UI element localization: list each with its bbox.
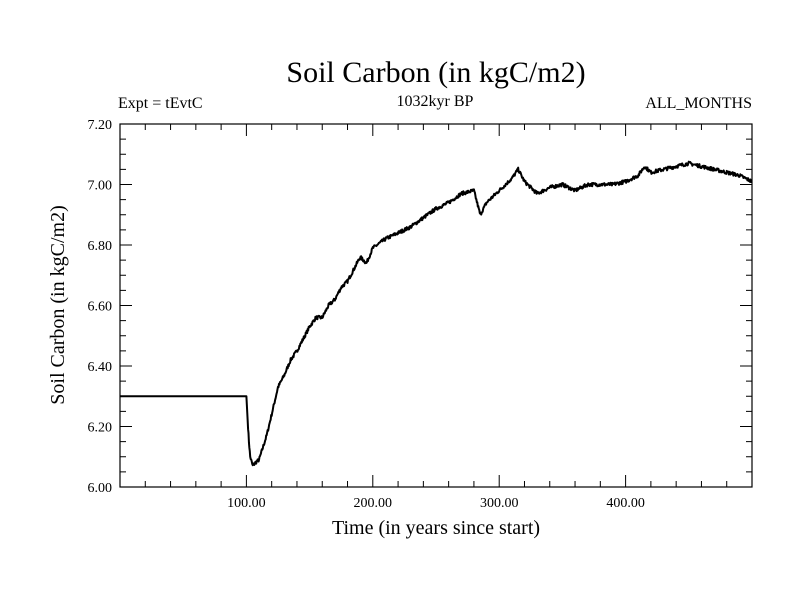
soil-carbon-series-line bbox=[119, 160, 753, 467]
months-label: ALL_MONTHS bbox=[645, 95, 752, 112]
y-axis-label: Soil Carbon (in kgC/m2) bbox=[47, 205, 69, 404]
x-tick-label: 100.00 bbox=[227, 496, 266, 511]
x-tick-label: 300.00 bbox=[480, 496, 519, 511]
y-tick-label: 6.40 bbox=[88, 360, 113, 375]
y-tick-label: 6.20 bbox=[88, 421, 113, 436]
y-tick-label: 7.20 bbox=[88, 118, 113, 133]
x-tick-label: 400.00 bbox=[606, 496, 645, 511]
experiment-label: Expt = tEvtC bbox=[118, 95, 203, 112]
y-tick-label: 6.80 bbox=[88, 239, 113, 254]
tick-labels: 100.00 200.00 300.00 400.00 6.00 6.20 6.40 6.60… bbox=[88, 118, 645, 511]
axis-ticks bbox=[120, 124, 752, 487]
y-tick-label: 6.60 bbox=[88, 300, 113, 315]
x-axis-label: Time (in years since start) bbox=[332, 517, 540, 539]
period-label: 1032kyr BP bbox=[397, 93, 474, 110]
x-tick-label: 200.00 bbox=[354, 496, 393, 511]
plot-frame bbox=[119, 123, 753, 488]
chart-title: Soil Carbon (in kgC/m2) bbox=[286, 56, 585, 89]
y-tick-label: 7.00 bbox=[88, 179, 113, 194]
y-tick-label: 6.00 bbox=[88, 481, 113, 496]
